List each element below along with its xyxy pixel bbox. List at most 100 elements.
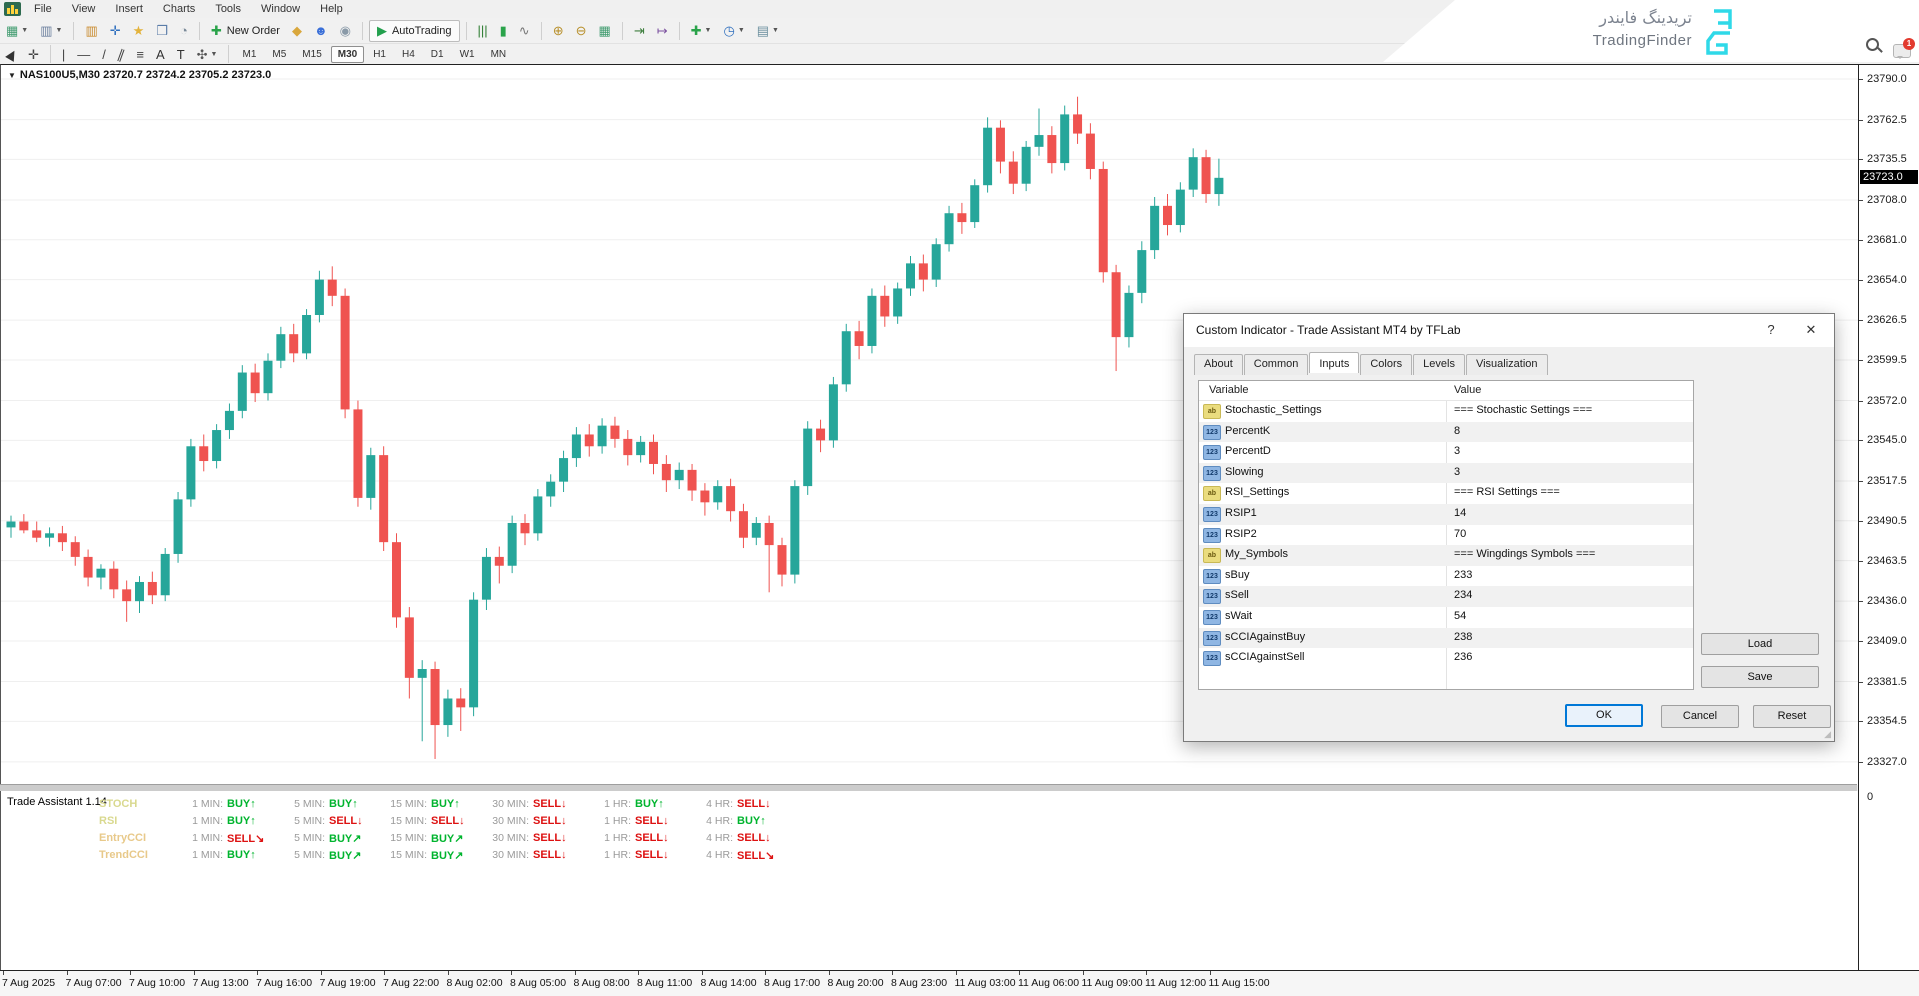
variable-value[interactable]: 3 (1454, 465, 1461, 478)
input-row-sbuy[interactable]: 123 sBuy 233 (1199, 566, 1693, 587)
dropdown-caret-icon[interactable]: ▼ (210, 50, 218, 58)
dialog-tab-about[interactable]: About (1194, 354, 1243, 375)
variable-value[interactable]: === RSI Settings === (1454, 486, 1560, 499)
periods-button[interactable]: ◷ ▼ (718, 20, 749, 42)
navigator-button[interactable]: ★ (128, 20, 150, 42)
menu-help[interactable]: Help (320, 3, 343, 15)
menu-view[interactable]: View (71, 3, 96, 15)
data-window-button[interactable]: ✛ (105, 20, 126, 42)
input-row-rsip2[interactable]: 123 RSIP2 70 (1199, 525, 1693, 546)
terminal-button[interactable]: ❒ (151, 20, 173, 42)
variable-value[interactable]: 54 (1454, 610, 1467, 622)
zoom-in-button[interactable]: ⊕ (548, 20, 569, 42)
search-icon[interactable] (1866, 38, 1883, 53)
menu-tools[interactable]: Tools (215, 3, 241, 15)
indicators-button[interactable]: ✚ ▼ (686, 20, 717, 42)
reset-button[interactable]: Reset (1753, 705, 1831, 728)
input-row-rsi_settings[interactable]: ab RSI_Settings === RSI Settings === (1199, 483, 1693, 504)
variable-value[interactable]: 233 (1454, 568, 1473, 581)
dropdown-caret-icon[interactable]: ▼ (55, 27, 63, 34)
variable-value[interactable]: 3 (1454, 445, 1461, 458)
dialog-title-bar[interactable]: Custom Indicator - Trade Assistant MT4 b… (1184, 314, 1834, 347)
dialog-tab-colors[interactable]: Colors (1360, 354, 1413, 375)
resize-grip[interactable]: ◢ (1824, 729, 1831, 739)
vertical-line-button[interactable]: | (57, 43, 70, 65)
timeframe-d1[interactable]: D1 (430, 48, 444, 60)
menu-insert[interactable]: Insert (115, 3, 143, 15)
variable-value[interactable]: 234 (1454, 589, 1473, 602)
timeframe-h4[interactable]: H4 (402, 48, 415, 60)
text-label-button[interactable]: T (172, 43, 190, 65)
timeframe-m5[interactable]: M5 (272, 48, 287, 60)
time-axis[interactable]: 7 Aug 2025 7 Aug 07:00 7 Aug 10:00 7 Aug 13… (0, 971, 1919, 996)
chart-candles-button[interactable]: ▮ (495, 20, 512, 42)
metaeditor-button[interactable]: ◆ (287, 20, 307, 42)
input-row-swait[interactable]: 123 sWait 54 (1199, 607, 1693, 628)
horizontal-line-button[interactable]: — (72, 43, 95, 65)
timeframe-m30[interactable]: M30 (330, 45, 365, 63)
ok-button[interactable]: OK (1565, 704, 1643, 727)
chart-shift-button[interactable]: ↦ (652, 20, 673, 42)
variable-value[interactable]: 70 (1454, 527, 1467, 540)
input-row-percentk[interactable]: 123 PercentK 8 (1199, 421, 1693, 443)
trendline-button[interactable]: / (97, 43, 111, 65)
tile-windows-button[interactable]: ▦ (594, 20, 616, 42)
input-row-ssell[interactable]: 123 sSell 234 (1199, 586, 1693, 607)
cancel-button[interactable]: Cancel (1661, 705, 1739, 728)
fibonacci-button[interactable]: ≡ (131, 43, 149, 65)
timeframe-m15[interactable]: M15 (302, 48, 322, 60)
templates-button[interactable]: ▤ ▼ (752, 20, 784, 42)
menu-window[interactable]: Window (261, 3, 301, 15)
variable-value[interactable]: 14 (1454, 507, 1467, 519)
input-row-slowing[interactable]: 123 Slowing 3 (1199, 462, 1693, 484)
collapse-triangle-icon[interactable]: ▼ (8, 71, 16, 80)
variable-value[interactable]: 8 (1454, 424, 1461, 437)
price-axis[interactable]: 23790.0 23762.5 23735.5 23708.0 23681.0 23654… (1858, 64, 1919, 972)
menu-file[interactable]: File (34, 3, 52, 15)
profiles-button[interactable]: ▥ ▼ (35, 20, 67, 42)
text-button[interactable]: A (151, 43, 170, 65)
dropdown-caret-icon[interactable]: ▼ (737, 27, 745, 34)
input-row-stochastic_settings[interactable]: ab Stochastic_Settings === Stochastic Sett… (1199, 401, 1693, 422)
zoom-out-button[interactable]: ⊖ (571, 20, 592, 42)
timeframe-m1[interactable]: M1 (242, 48, 257, 60)
variable-value[interactable]: 238 (1454, 630, 1473, 643)
dialog-tab-visualization[interactable]: Visualization (1465, 354, 1548, 375)
crosshair-button[interactable]: ✛ (23, 43, 44, 65)
channel-button[interactable]: ∥ (113, 43, 130, 65)
strategy-tester-button[interactable]: ◔ (175, 20, 193, 42)
experts-button[interactable]: ☻ (309, 20, 333, 42)
timeframe-w1[interactable]: W1 (459, 48, 475, 60)
cursor-button[interactable]: ▶ (1, 43, 21, 65)
input-row-my_symbols[interactable]: ab My_Symbols === Wingdings Symbols === (1199, 545, 1693, 566)
variable-value[interactable]: 236 (1454, 651, 1473, 664)
dialog-tab-levels[interactable]: Levels (1413, 354, 1465, 375)
autotrading-button[interactable]: ▶ AutoTrading (368, 19, 460, 42)
input-row-rsip1[interactable]: 123 RSIP1 14 (1199, 504, 1693, 525)
dialog-tab-inputs[interactable]: Inputs (1309, 352, 1360, 373)
new-chart-button[interactable]: ▦ ▼ (1, 20, 33, 42)
input-row-scciagainstbuy[interactable]: 123 sCCIAgainstBuy 238 (1199, 627, 1693, 649)
new-order-button[interactable]: ✚ New Order (206, 20, 285, 42)
input-row-scciagainstsell[interactable]: 123 sCCIAgainstSell 236 (1199, 648, 1693, 669)
load-button[interactable]: Load (1701, 633, 1819, 655)
dropdown-caret-icon[interactable]: ▼ (21, 27, 29, 34)
chart-line-button[interactable]: ∿ (514, 20, 535, 42)
dialog-close-icon[interactable]: ✕ (1805, 322, 1817, 337)
arrows-button[interactable]: ✣ ▼ (192, 43, 223, 65)
optimizer-button[interactable]: ◉ (335, 20, 356, 42)
dropdown-caret-icon[interactable]: ▼ (704, 27, 712, 34)
menu-charts[interactable]: Charts (162, 3, 196, 15)
dropdown-caret-icon[interactable]: ▼ (772, 27, 779, 34)
market-watch-button[interactable]: ▥ (80, 20, 102, 42)
timeframe-mn[interactable]: MN (490, 48, 507, 60)
save-button[interactable]: Save (1701, 666, 1819, 688)
variable-value[interactable]: === Stochastic Settings === (1454, 404, 1593, 416)
auto-scroll-button[interactable]: ⇥ (629, 20, 650, 42)
dialog-tab-common[interactable]: Common (1243, 354, 1309, 375)
variable-value[interactable]: === Wingdings Symbols === (1454, 548, 1596, 561)
chart-bars-button[interactable]: ||| (473, 20, 493, 42)
input-row-percentd[interactable]: 123 PercentD 3 (1199, 442, 1693, 463)
timeframe-h1[interactable]: H1 (373, 48, 386, 60)
help-icon[interactable]: ? (1767, 322, 1775, 337)
